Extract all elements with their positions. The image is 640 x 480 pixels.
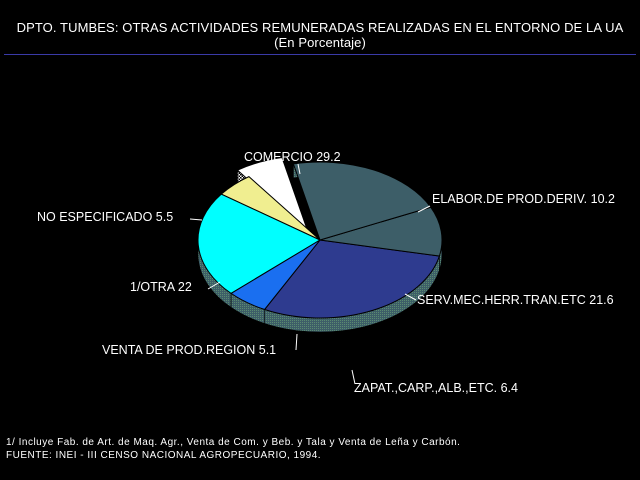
label-leader-line (417, 205, 431, 213)
pie-slice-no-especificado (230, 239, 321, 311)
label-leader-line (295, 333, 298, 351)
slice-label: ZAPAT.,CARP.,ALB.,ETC. 6.4 (354, 381, 518, 395)
slice-label: VENTA DE PROD.REGION 5.1 (102, 343, 276, 357)
chart-title: DPTO. TUMBES: OTRAS ACTIVIDADES REMUNERA… (16, 20, 624, 35)
slice-label: NO ESPECIFICADO 5.5 (37, 210, 173, 224)
pie-slice-serv-mec-herr-tran-etc (292, 161, 432, 241)
pie-slice-comercio (263, 239, 441, 319)
slice-label: COMERCIO 29.2 (244, 150, 341, 164)
label-leader-line (189, 218, 203, 221)
title-divider (4, 54, 636, 55)
pie-slice-elabor-de-prod-deriv (319, 206, 443, 257)
footnote-1: 1/ Incluye Fab. de Art. de Maq. Agr., Ve… (6, 437, 461, 448)
pie-slice-1-otra (197, 193, 322, 294)
label-leader-line (297, 163, 301, 175)
label-leader-line (404, 293, 417, 301)
label-leader-line (207, 281, 221, 290)
slice-label: ELABOR.DE PROD.DERIV. 10.2 (432, 192, 615, 206)
label-leader-line (351, 369, 356, 385)
source-note: FUENTE: INEI - III CENSO NACIONAL AGROPE… (6, 450, 322, 461)
slice-label: SERV.MEC.HERR.TRAN.ETC 21.6 (417, 293, 614, 307)
chart-subtitle: (En Porcentaje) (274, 35, 366, 50)
footnotes: 1/ Incluye Fab. de Art. de Maq. Agr., Ve… (6, 436, 460, 462)
slice-label: 1/OTRA 22 (130, 280, 192, 294)
chart-title-block: DPTO. TUMBES: OTRAS ACTIVIDADES REMUNERA… (0, 20, 640, 50)
